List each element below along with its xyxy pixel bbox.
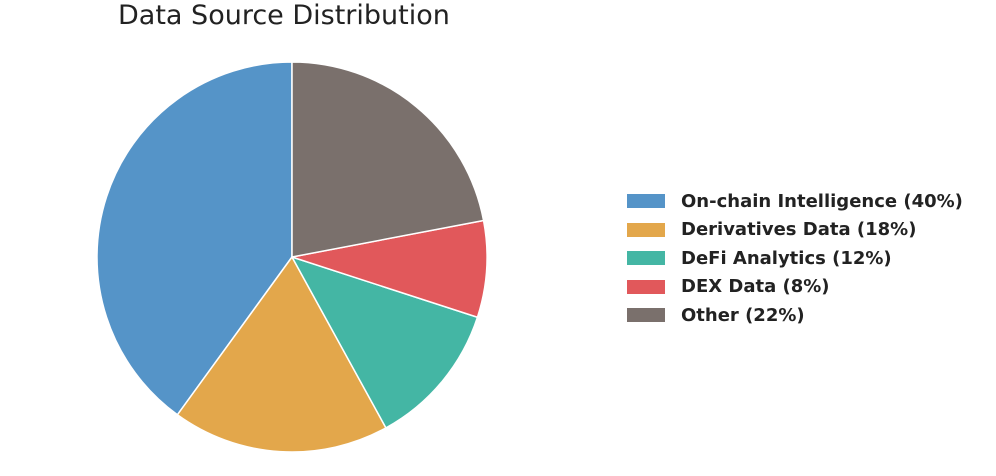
- legend-label: DEX Data (8%): [681, 276, 830, 298]
- pie-slice-3: [291, 219, 488, 319]
- pie-slice-0: [96, 61, 293, 416]
- legend-label: On-chain Intelligence (40%): [681, 190, 963, 212]
- legend-swatch: [627, 308, 665, 323]
- legend-label: Other (22%): [681, 304, 805, 326]
- legend-item-defi-analytics: DeFi Analytics (12%): [627, 244, 963, 273]
- legend-swatch: [627, 222, 665, 237]
- legend-swatch: [627, 251, 665, 266]
- pie-slice-1: [176, 256, 387, 453]
- legend-swatch: [627, 194, 665, 209]
- pie-slice-2: [291, 256, 479, 429]
- legend-label: Derivatives Data (18%): [681, 219, 917, 241]
- chart-title: Data Source Distribution: [118, 0, 450, 31]
- pie-slice-4: [291, 61, 485, 258]
- legend-item-dex-data: DEX Data (8%): [627, 273, 963, 302]
- legend: On-chain Intelligence (40%) Derivatives …: [627, 187, 963, 330]
- legend-item-on-chain-intelligence: On-chain Intelligence (40%): [627, 187, 963, 216]
- legend-swatch: [627, 279, 665, 294]
- legend-label: DeFi Analytics (12%): [681, 247, 892, 269]
- legend-item-other: Other (22%): [627, 301, 963, 330]
- legend-item-derivatives-data: Derivatives Data (18%): [627, 216, 963, 245]
